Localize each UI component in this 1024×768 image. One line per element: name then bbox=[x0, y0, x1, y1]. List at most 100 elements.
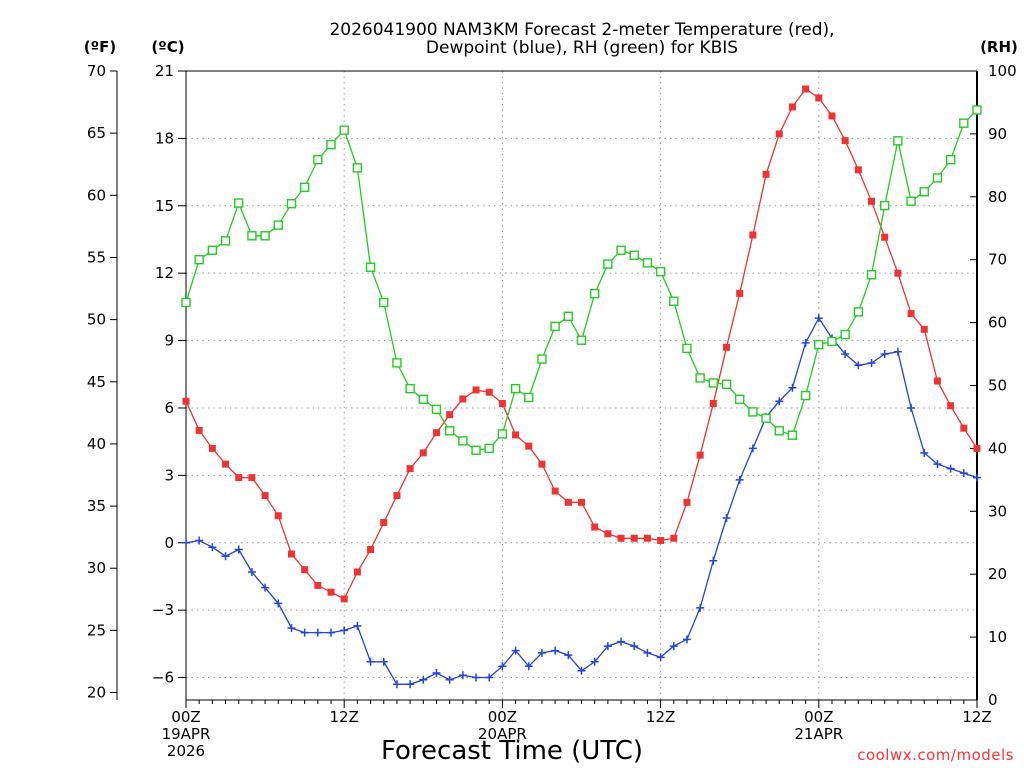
temperature-point bbox=[604, 530, 612, 538]
rh-point bbox=[695, 373, 705, 383]
x-tick-label: 20APR bbox=[478, 725, 527, 743]
dewpoint-point bbox=[682, 635, 691, 644]
dewpoint-point bbox=[867, 359, 876, 368]
temperature-point bbox=[538, 460, 546, 468]
temperature-point bbox=[353, 568, 361, 576]
rh-point bbox=[800, 390, 811, 401]
temperature-point bbox=[749, 231, 757, 239]
temperature-point bbox=[881, 233, 889, 241]
rh-point bbox=[669, 296, 679, 306]
celsius-tick-label: 3 bbox=[164, 466, 174, 484]
dewpoint-point bbox=[208, 543, 217, 552]
rh-point bbox=[655, 266, 666, 277]
temperature-point bbox=[854, 166, 862, 174]
rh-point bbox=[339, 125, 349, 135]
rh-point bbox=[365, 262, 376, 272]
temperature-point bbox=[393, 492, 401, 500]
temperature-point bbox=[367, 545, 375, 553]
rh-point bbox=[721, 379, 732, 389]
rh-point bbox=[286, 199, 297, 209]
temperature-point bbox=[973, 444, 981, 452]
temperature-point bbox=[340, 595, 348, 603]
celsius-tick-label: 12 bbox=[155, 264, 174, 282]
dewpoint-point bbox=[524, 662, 533, 671]
celsius-tick-label: 0 bbox=[164, 534, 174, 552]
rh-line bbox=[185, 109, 978, 451]
temperature-point bbox=[235, 474, 243, 482]
temperature-point bbox=[762, 170, 770, 178]
dewpoint-point bbox=[432, 669, 441, 678]
rh-point bbox=[313, 154, 323, 165]
rh-point bbox=[945, 154, 956, 165]
series-rh bbox=[181, 105, 982, 455]
temperature-point bbox=[182, 397, 190, 405]
rh-tick-label: 100 bbox=[988, 62, 1017, 80]
temperature-point bbox=[261, 492, 269, 500]
temperature-point bbox=[907, 310, 915, 318]
rh-point bbox=[853, 307, 864, 317]
dewpoint-point bbox=[893, 347, 902, 356]
temperature-point bbox=[314, 581, 322, 589]
rh-point bbox=[603, 259, 613, 269]
x-tick-label: 00Z bbox=[804, 708, 833, 726]
rh-point bbox=[893, 136, 903, 146]
celsius-tick-label: 21 bbox=[155, 62, 174, 80]
rh-point bbox=[576, 335, 587, 345]
rh-point bbox=[260, 231, 270, 241]
rh-point bbox=[866, 270, 877, 280]
temperature-point bbox=[208, 444, 216, 452]
rh-point bbox=[405, 383, 415, 394]
temperature-point bbox=[591, 523, 599, 531]
dewpoint-point bbox=[590, 657, 599, 666]
rh-point bbox=[234, 198, 244, 208]
dewpoint-point bbox=[735, 475, 744, 484]
rh-tick-label: 60 bbox=[988, 314, 1007, 332]
fahrenheit-tick-label: 30 bbox=[87, 559, 106, 577]
temperature-point bbox=[195, 426, 203, 434]
x-tick-label: 2026 bbox=[167, 742, 205, 760]
rh-tick-label: 50 bbox=[988, 377, 1007, 395]
celsius-axis-unit: (ºC) bbox=[151, 38, 184, 56]
x-tick-label: 00Z bbox=[171, 708, 200, 726]
dewpoint-point bbox=[300, 628, 309, 637]
fahrenheit-tick-label: 45 bbox=[87, 373, 106, 391]
rh-tick-label: 10 bbox=[988, 628, 1007, 646]
dewpoint-point bbox=[814, 314, 823, 323]
dewpoint-point bbox=[603, 642, 612, 651]
series-temperature bbox=[182, 85, 981, 603]
temperature-point bbox=[485, 388, 493, 396]
rh-point bbox=[906, 196, 916, 206]
dewpoint-point bbox=[485, 673, 494, 682]
dewpoint-point bbox=[366, 657, 375, 666]
dewpoint-point bbox=[643, 648, 652, 657]
rh-point bbox=[444, 426, 455, 436]
rh-point bbox=[220, 236, 231, 246]
dewpoint-point bbox=[959, 469, 968, 478]
dewpoint-point bbox=[907, 403, 916, 412]
rh-point bbox=[748, 407, 758, 417]
dewpoint-point bbox=[379, 657, 388, 666]
rh-point bbox=[379, 297, 389, 308]
dewpoint-point bbox=[801, 338, 810, 347]
dewpoint-point bbox=[880, 350, 889, 359]
celsius-tick-label: −6 bbox=[152, 669, 174, 687]
rh-point bbox=[563, 311, 574, 322]
rh-point bbox=[194, 254, 204, 265]
dewpoint-point bbox=[406, 680, 415, 689]
fahrenheit-tick-label: 60 bbox=[87, 186, 106, 204]
dewpoint-point bbox=[327, 628, 336, 637]
dewpoint-point bbox=[274, 599, 283, 608]
dewpoint-point bbox=[182, 538, 190, 547]
temperature-point bbox=[933, 377, 941, 385]
rh-point bbox=[972, 105, 982, 115]
dewpoint-point bbox=[788, 383, 797, 392]
fahrenheit-tick-label: 55 bbox=[87, 248, 106, 266]
temperature-point bbox=[432, 429, 440, 437]
temperature-point bbox=[868, 197, 876, 205]
dewpoint-point bbox=[709, 556, 718, 565]
dewpoint-point bbox=[617, 637, 626, 646]
rh-point bbox=[207, 245, 218, 255]
dewpoint-point bbox=[445, 675, 454, 684]
rh-point bbox=[629, 250, 639, 260]
dewpoint-point bbox=[577, 666, 586, 675]
